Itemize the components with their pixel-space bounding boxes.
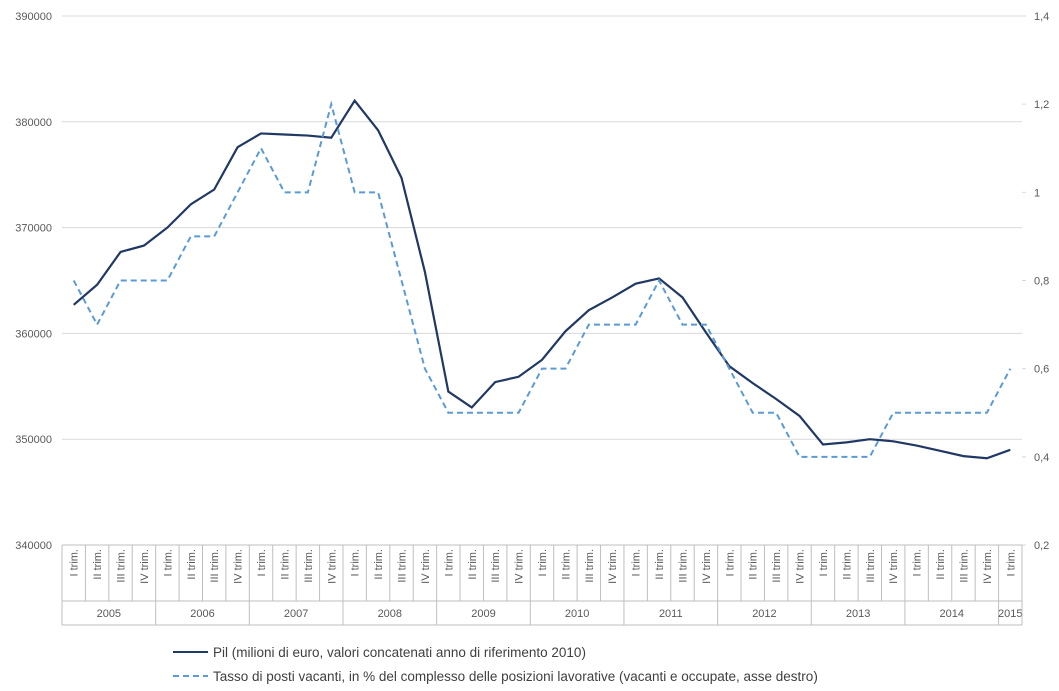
x-tick-label: II trim. [654, 549, 666, 580]
y2-tick-label: 0,2 [1034, 540, 1049, 552]
x-tick-label: II trim. [186, 549, 198, 580]
y-tick-label: 360000 [15, 328, 52, 340]
x-tick-label: IV trim. [233, 549, 245, 584]
y2-tick-label: 0,8 [1034, 276, 1049, 288]
x-tick-label: II trim. [279, 549, 291, 580]
x-tick-label: IV trim. [514, 549, 526, 584]
y2-tick-label: 1 [1034, 187, 1040, 199]
x-tick-label: II trim. [92, 549, 104, 580]
x-tick-label: III trim. [865, 549, 877, 583]
x-tick-label: II trim. [467, 549, 479, 580]
y2-tick-label: 1,2 [1034, 99, 1049, 111]
x-group-label: 2011 [659, 608, 683, 620]
y-tick-label: 380000 [15, 117, 52, 129]
legend-label: Pil (milioni di euro, valori concatenati… [213, 645, 586, 660]
x-tick-label: III trim. [677, 549, 689, 583]
series-line [72, 100, 1012, 458]
x-tick-label: IV trim. [982, 549, 994, 584]
x-tick-label: I trim. [350, 549, 362, 577]
x-tick-label: I trim. [162, 549, 174, 577]
x-tick-label: I trim. [912, 549, 924, 577]
series-line [72, 98, 1011, 460]
x-group-label: 2007 [284, 608, 308, 620]
y2-tick-label: 0,6 [1034, 364, 1049, 376]
y2-tick-label: 0,4 [1034, 452, 1049, 464]
y-tick-label: 350000 [15, 434, 52, 446]
y-tick-label: 370000 [15, 223, 52, 235]
x-tick-label: I trim. [631, 549, 643, 577]
x-tick-label: IV trim. [139, 549, 151, 584]
x-tick-label: I trim. [443, 549, 455, 577]
x-group-label: 2005 [97, 608, 121, 620]
x-group-label: 2013 [846, 608, 870, 620]
x-tick-label: IV trim. [888, 549, 900, 584]
x-tick-label: III trim. [584, 549, 596, 583]
x-tick-label: III trim. [303, 549, 315, 583]
x-tick-label: III trim. [116, 549, 128, 583]
legend-label: Tasso di posti vacanti, in % del comples… [213, 669, 818, 684]
x-tick-label: I trim. [537, 549, 549, 577]
x-group-label: 2015 [998, 608, 1022, 620]
x-tick-label: II trim. [841, 549, 853, 580]
x-group-label: 2010 [565, 608, 589, 620]
x-group-label: 2009 [471, 608, 495, 620]
x-tick-label: I trim. [818, 549, 830, 577]
x-tick-label: IV trim. [795, 549, 807, 584]
x-tick-label: III trim. [771, 549, 783, 583]
y-tick-label: 340000 [15, 540, 52, 552]
x-group-label: 2008 [378, 608, 402, 620]
x-tick-label: I trim. [69, 549, 81, 577]
x-tick-label: I trim. [1005, 549, 1017, 577]
x-tick-label: II trim. [748, 549, 760, 580]
x-tick-label: III trim. [397, 549, 409, 583]
y-tick-label: 390000 [15, 11, 52, 23]
x-tick-label: IV trim. [701, 549, 713, 584]
x-group-label: 2012 [752, 608, 776, 620]
x-tick-label: IV trim. [607, 549, 619, 584]
x-tick-label: III trim. [958, 549, 970, 583]
x-tick-label: II trim. [935, 549, 947, 580]
x-tick-label: II trim. [373, 549, 385, 580]
x-group-label: 2014 [940, 608, 964, 620]
x-tick-label: III trim. [209, 549, 221, 583]
x-tick-label: III trim. [490, 549, 502, 583]
x-tick-label: I trim. [724, 549, 736, 577]
x-tick-label: II trim. [560, 549, 572, 580]
x-tick-label: IV trim. [420, 549, 432, 584]
x-tick-label: IV trim. [326, 549, 338, 584]
x-group-label: 2006 [190, 608, 214, 620]
y2-tick-label: 1,4 [1034, 11, 1049, 23]
x-tick-label: I trim. [256, 549, 268, 577]
